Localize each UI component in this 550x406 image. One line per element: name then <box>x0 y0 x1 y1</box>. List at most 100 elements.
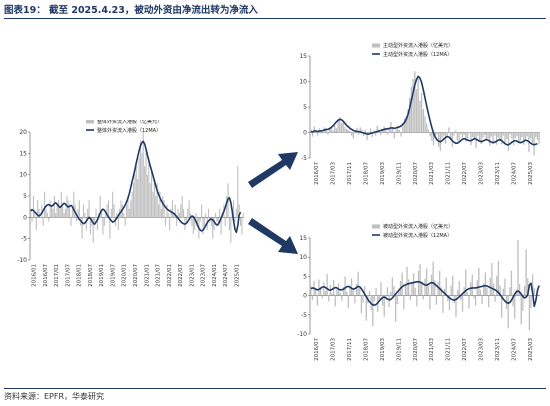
bar <box>146 174 148 218</box>
bar <box>466 132 469 139</box>
bar <box>391 127 394 133</box>
bar <box>326 274 328 296</box>
x-tick-label: 2020/01 <box>122 264 128 287</box>
x-tick-label: 2019/11 <box>396 162 402 185</box>
bar <box>34 213 36 218</box>
bar <box>235 208 237 218</box>
bar <box>181 196 183 218</box>
bar <box>37 200 39 218</box>
bar <box>203 217 205 226</box>
bar <box>414 287 416 296</box>
bar <box>380 282 382 296</box>
x-tick-label: 2018/01 <box>77 264 83 287</box>
bar <box>178 213 180 218</box>
x-tick-label: 2021/03 <box>429 338 435 361</box>
bar <box>316 132 319 136</box>
bar <box>527 278 529 296</box>
bar <box>486 287 488 296</box>
bar <box>176 217 178 226</box>
bar <box>205 213 207 218</box>
bar <box>362 132 365 137</box>
bar <box>430 274 433 296</box>
bar <box>228 217 230 231</box>
bar <box>188 200 190 218</box>
bar <box>344 276 346 296</box>
bar <box>107 200 110 218</box>
legend-line-label: 整体外资流入港股（12MA） <box>97 127 161 134</box>
bar <box>85 217 87 231</box>
bar <box>497 261 500 296</box>
x-tick-label: 2018/07 <box>364 162 370 185</box>
legend-bar-label: 被动型外资流入港股（亿美元） <box>383 223 453 230</box>
bar <box>422 109 424 133</box>
bar <box>460 132 462 135</box>
bar <box>419 100 421 133</box>
x-tick-label: 2024/07 <box>511 338 517 361</box>
y-tick-label: 0 <box>303 293 307 300</box>
x-tick-label: 2025/03 <box>528 162 534 185</box>
bar <box>169 217 171 231</box>
bar <box>226 196 228 218</box>
bar <box>512 132 515 146</box>
bar <box>117 217 119 231</box>
bar <box>60 191 62 218</box>
bar <box>468 295 470 309</box>
x-tick-label: 2021/03 <box>429 162 435 185</box>
bar <box>208 208 210 218</box>
bar <box>212 217 214 239</box>
bar <box>349 130 351 133</box>
x-tick-label: 2020/07 <box>413 338 419 361</box>
bar <box>351 132 353 136</box>
bar <box>313 126 315 133</box>
x-tick-label: 2017/01 <box>54 264 60 287</box>
legend-bar-label: 整体外资流入港股（亿美元） <box>97 120 162 125</box>
bar <box>434 280 436 296</box>
bar <box>323 282 325 296</box>
bar <box>502 288 504 296</box>
bar <box>479 289 482 296</box>
bar <box>512 295 514 307</box>
arrow-up-right-icon <box>248 152 298 188</box>
x-tick-label: 2025/03 <box>528 338 534 361</box>
x-tick-label: 2016/07 <box>314 162 320 185</box>
bar <box>64 208 66 218</box>
bar <box>30 208 32 218</box>
bar <box>328 128 331 133</box>
bar <box>360 295 363 314</box>
bar <box>523 286 526 296</box>
bar <box>354 295 356 304</box>
bar <box>507 132 510 151</box>
bar <box>171 200 173 218</box>
bar <box>470 132 472 146</box>
bar <box>471 274 473 296</box>
bar <box>372 295 374 327</box>
bar <box>128 208 130 218</box>
bar <box>238 204 240 218</box>
bar <box>390 291 392 296</box>
bar <box>429 295 431 310</box>
bar <box>89 217 92 235</box>
bar <box>194 217 196 231</box>
bar <box>454 130 457 133</box>
bar <box>102 217 104 235</box>
bar <box>419 264 421 296</box>
bar <box>494 295 496 302</box>
bar <box>414 71 416 133</box>
bar <box>342 287 345 296</box>
bar <box>456 132 459 141</box>
bar <box>368 290 371 296</box>
bar <box>346 291 348 296</box>
bar <box>361 129 363 133</box>
bar <box>374 132 377 136</box>
bar <box>446 132 448 137</box>
legend-bar-swatch <box>372 43 380 48</box>
bar <box>319 287 322 296</box>
ma-line <box>30 140 242 234</box>
bar <box>458 132 460 143</box>
bar <box>412 273 415 296</box>
bar <box>95 208 97 218</box>
bar <box>514 295 516 319</box>
bar <box>77 208 79 218</box>
bar <box>518 132 520 143</box>
bar <box>110 208 112 218</box>
